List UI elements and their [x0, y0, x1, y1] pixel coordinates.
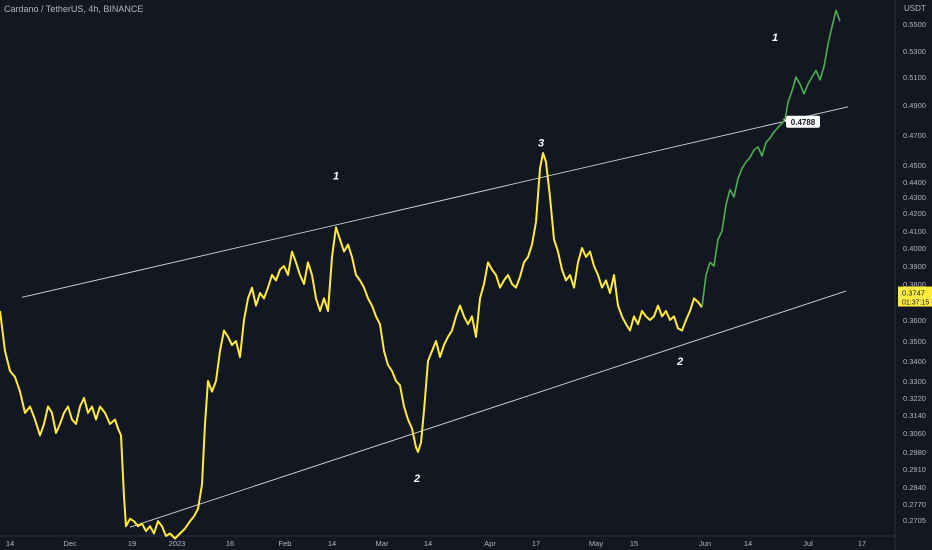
x-tick-label: 14 — [6, 539, 14, 548]
x-tick-label: Jun — [699, 539, 711, 548]
y-tick-label: 0.3600 — [903, 316, 926, 325]
y-tick-label: 0.3220 — [903, 394, 926, 403]
y-tick-label: 0.4100 — [903, 227, 926, 236]
y-tick-label: 0.3800 — [903, 280, 926, 289]
x-tick-label: Jul — [803, 539, 813, 548]
y-tick-label: 0.3500 — [903, 337, 926, 346]
y-tick-label: 0.3300 — [903, 377, 926, 386]
y-tick-label: 0.3060 — [903, 429, 926, 438]
x-tick-label: Mar — [376, 539, 389, 548]
x-tick-label: Apr — [484, 539, 496, 548]
y-tick-label: 0.4000 — [903, 244, 926, 253]
x-tick-label: 2023 — [169, 539, 186, 548]
x-tick-label: Dec — [63, 539, 77, 548]
y-tick-label: 0.4400 — [903, 178, 926, 187]
y-tick-label: 0.3900 — [903, 262, 926, 271]
x-tick-label: 15 — [630, 539, 638, 548]
wave-label: 1 — [772, 32, 778, 44]
x-tick-label: 14 — [744, 539, 752, 548]
x-tick-label: 14 — [424, 539, 432, 548]
y-tick-label: 0.4200 — [903, 209, 926, 218]
projection-price-line — [701, 9, 841, 308]
x-tick-label: Feb — [279, 539, 292, 548]
y-tick-label: 0.4700 — [903, 131, 926, 140]
y-tick-label: 0.2840 — [903, 483, 926, 492]
wave-label: 3 — [538, 137, 544, 149]
y-tick-label: 0.3140 — [903, 411, 926, 420]
current-price-countdown: 01:37:15 — [902, 300, 929, 307]
x-tick-label: 17 — [858, 539, 866, 548]
x-tick-label: 19 — [128, 539, 136, 548]
channel-line — [129, 290, 847, 528]
y-tick-label: 0.4500 — [903, 161, 926, 170]
channel-line — [21, 106, 849, 298]
y-tick-label: 0.5500 — [903, 20, 926, 29]
y-tick-label: 0.2770 — [903, 500, 926, 509]
y-tick-label: 0.2910 — [903, 465, 926, 474]
x-tick-label: May — [589, 539, 603, 548]
y-tick-label: 0.2705 — [903, 516, 926, 525]
y-tick-label: 0.4900 — [903, 101, 926, 110]
current-price-value: 0.3747 — [902, 289, 925, 298]
chart-title: Cardano / TetherUS, 4h, BINANCE — [4, 4, 144, 14]
axis-unit: USDT — [904, 4, 926, 13]
wave-label: 2 — [413, 473, 420, 485]
history-price-line — [0, 152, 703, 540]
y-tick-label: 0.4300 — [903, 193, 926, 202]
x-tick-label: 16 — [226, 539, 234, 548]
y-tick-label: 0.5100 — [903, 73, 926, 82]
current-price-tag — [898, 286, 932, 307]
y-tick-label: 0.3400 — [903, 357, 926, 366]
wave-label: 1 — [333, 170, 339, 182]
wave-label: 2 — [676, 356, 683, 368]
price-callout-box — [786, 115, 820, 128]
y-tick-label: 0.5300 — [903, 47, 926, 56]
price-callout-text: 0.4788 — [791, 118, 816, 127]
y-tick-label: 0.2980 — [903, 448, 926, 457]
x-tick-label: 14 — [328, 539, 336, 548]
x-tick-label: 17 — [532, 539, 540, 548]
